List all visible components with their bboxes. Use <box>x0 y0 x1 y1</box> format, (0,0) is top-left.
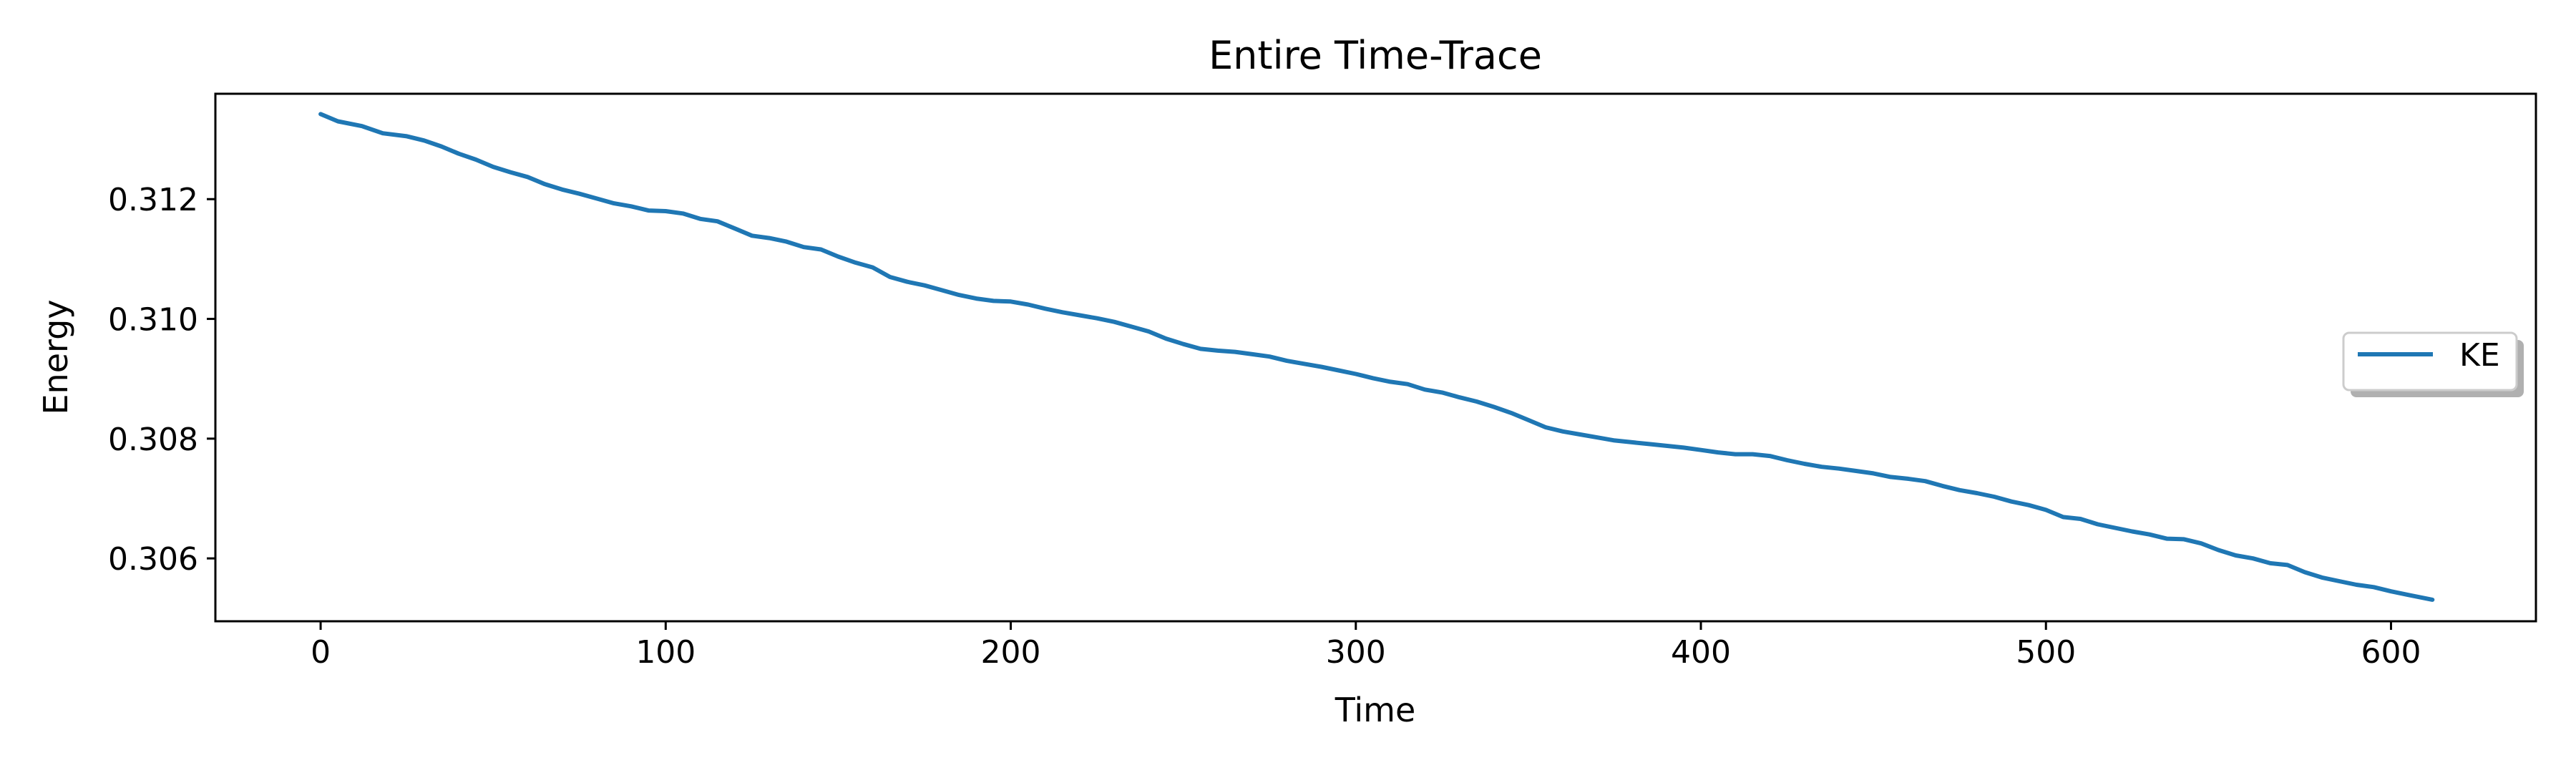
x-tick-label: 0 <box>311 634 331 671</box>
x-axis-label: Time <box>1335 691 1416 729</box>
plot-series <box>318 112 2435 602</box>
legend-box <box>2342 331 2518 392</box>
y-axis: 0.306 0.308 0.310 0.312 <box>108 182 215 578</box>
x-tick-label: 100 <box>635 634 696 671</box>
x-axis: 0 100 200 300 400 500 600 <box>311 621 2421 671</box>
chart-title: Entire Time-Trace <box>1209 33 1542 78</box>
y-tick-label: 0.312 <box>108 182 198 218</box>
series-line-ke <box>318 112 2435 602</box>
legend: KE <box>2342 331 2524 397</box>
legend-label-ke: KE <box>2459 337 2500 374</box>
x-tick-label: 200 <box>981 634 1041 671</box>
y-axis-label: Energy <box>36 299 75 414</box>
x-tick-label: 300 <box>1326 634 1386 671</box>
y-tick-label: 0.308 <box>108 422 198 458</box>
x-tick-label: 600 <box>2361 634 2421 671</box>
x-tick-label: 500 <box>2016 634 2076 671</box>
plot-frame <box>214 92 2537 623</box>
y-tick-label: 0.306 <box>108 541 198 578</box>
y-tick-label: 0.310 <box>108 302 198 339</box>
x-tick-label: 400 <box>1671 634 1731 671</box>
